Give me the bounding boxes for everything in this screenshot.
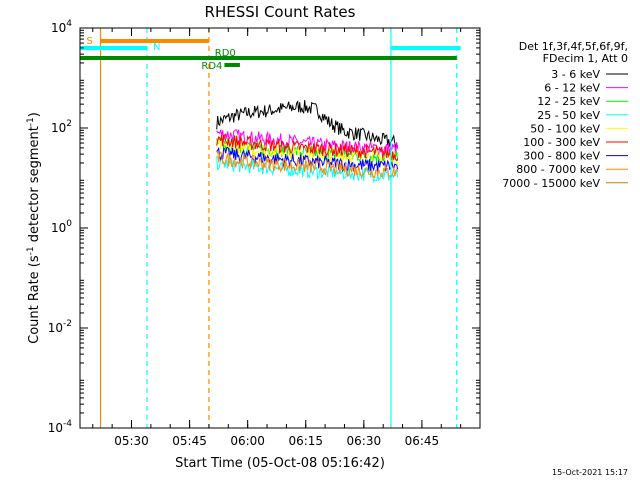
legend-entry-label: 800 - 7000 keV <box>516 163 600 176</box>
legend-entry-label: 100 - 300 keV <box>523 136 600 149</box>
series-line <box>216 134 399 162</box>
y-tick-label: 10-4 <box>48 419 73 435</box>
series-line <box>216 146 399 173</box>
chart-title: RHESSI Count Rates <box>205 3 356 21</box>
legend-entry-label: 12 - 25 keV <box>537 95 600 108</box>
x-tick-label: 06:15 <box>288 434 323 448</box>
y-tick-label: 102 <box>51 119 72 135</box>
x-axis-label: Start Time (05-Oct-08 05:16:42) <box>175 456 385 471</box>
legend-entry-label: 7000 - 15000 keV <box>502 177 600 190</box>
series-line <box>216 150 399 179</box>
y-axis-label: Count Rate (s-1 detector segment-1) <box>26 112 42 344</box>
legend-entry-label: 300 - 800 keV <box>523 150 600 163</box>
legend-entry-label: 25 - 50 keV <box>537 109 600 122</box>
plot-frame <box>79 27 481 429</box>
x-tick-label: 06:30 <box>347 434 382 448</box>
series-line <box>216 155 399 184</box>
annotation-label: RD4 <box>201 61 222 72</box>
x-tick-label: 06:00 <box>230 434 265 448</box>
legend-entry-label: 3 - 6 keV <box>551 68 600 81</box>
x-tick-label: 05:45 <box>172 434 207 448</box>
legend: Det 1f,3f,4f,5f,6f,9f,FDecim 1, Att 0 3 -… <box>502 40 628 190</box>
y-tick-label: 100 <box>51 219 72 235</box>
legend-entry-label: 6 - 12 keV <box>544 82 600 95</box>
series-layer <box>216 100 399 184</box>
legend-entry-label: 50 - 100 keV <box>530 122 600 135</box>
y-tick-label: 10-2 <box>48 319 72 335</box>
x-tick-label: 06:45 <box>405 434 440 448</box>
legend-header: FDecim 1, Att 0 <box>543 52 628 65</box>
annotation-layer: S N RD0 RD4 <box>80 28 461 428</box>
footer-timestamp: 15-Oct-2021 15:17 <box>552 468 628 477</box>
series-line <box>216 100 399 149</box>
annotation-label: S <box>87 36 93 47</box>
legend-header: Det 1f,3f,4f,5f,6f,9f, <box>519 40 628 53</box>
y-tick-label: 104 <box>51 19 72 35</box>
annotation-label: N <box>153 42 160 53</box>
x-tick-label: 05:30 <box>114 434 149 448</box>
axis-layer: 05:30 05:45 06:00 06:15 06:30 06:45 10-4 10-2 10… <box>48 19 481 448</box>
annotation-label: RD0 <box>215 48 236 59</box>
